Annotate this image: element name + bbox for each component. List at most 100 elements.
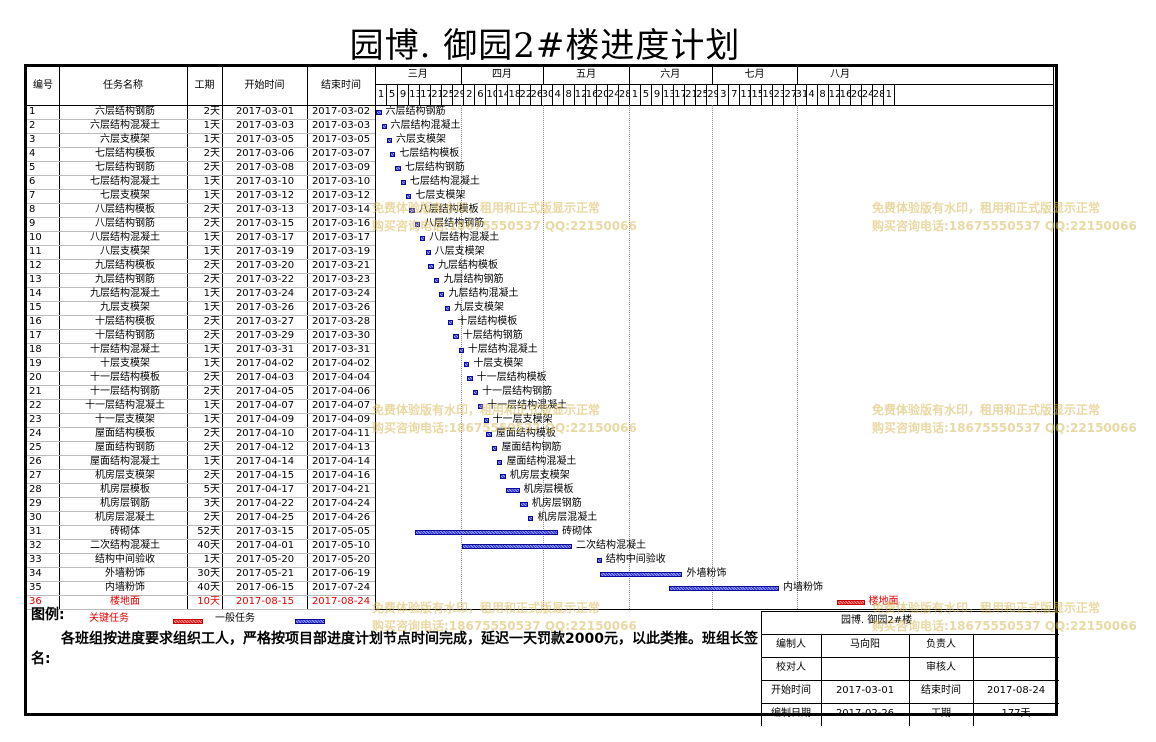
cell-end: 2017-03-16	[311, 218, 371, 229]
legend-label: 图例:	[31, 607, 65, 623]
cell-start: 2017-03-22	[235, 274, 295, 285]
row-divider	[27, 245, 375, 246]
cell-dur: 1天	[203, 190, 220, 201]
cell-end: 2017-03-21	[311, 260, 371, 271]
info-cell: 马向阳	[850, 639, 880, 650]
cell-end: 2017-03-30	[311, 330, 371, 341]
cell-start: 2017-04-07	[235, 400, 295, 411]
info-cell: 审核人	[926, 662, 956, 673]
cell-start: 2017-05-20	[235, 554, 295, 565]
cell-id: 8	[29, 204, 36, 215]
cell-start: 2017-04-10	[235, 428, 295, 439]
info-col-line	[821, 634, 822, 726]
day-label: 17	[420, 89, 431, 100]
task-bar-label: 十一层结构钢筋	[482, 386, 553, 397]
normal-legend-swatch	[295, 619, 325, 624]
task-bar-label: 楼地面	[868, 596, 899, 607]
info-title: 园博. 御园2#楼	[841, 615, 913, 626]
day-label: 20	[596, 89, 607, 100]
month-label: 四月	[491, 69, 512, 80]
month-gridline	[797, 105, 799, 609]
day-divider	[849, 84, 851, 105]
day-divider	[386, 84, 388, 105]
task-bar	[519, 502, 528, 507]
day-label: 28	[618, 89, 629, 100]
cell-id: 27	[29, 470, 42, 481]
day-divider	[728, 84, 730, 105]
day-divider	[452, 84, 454, 105]
month-divider-line	[797, 67, 799, 84]
cell-id: 26	[29, 456, 42, 467]
cell-start: 2017-04-09	[235, 414, 295, 425]
cell-name: 屋面结构钢筋	[95, 442, 155, 453]
task-bar-label: 十层支模架	[473, 358, 524, 369]
day-divider	[430, 84, 432, 105]
row-divider	[27, 217, 375, 218]
day-divider	[651, 84, 652, 105]
day-label: 4	[808, 89, 815, 100]
day-label: 24	[607, 89, 618, 100]
row-divider	[27, 357, 375, 358]
row-divider	[27, 497, 375, 498]
critical-legend-label: 关键任务	[89, 613, 129, 624]
task-bar-label: 十层结构模板	[457, 316, 518, 327]
task-bar-label: 二次结构混凝土	[575, 540, 646, 551]
cell-dur: 40天	[197, 540, 220, 551]
day-divider	[628, 84, 630, 105]
info-row-line	[761, 680, 1059, 681]
cell-name: 八层结构模板	[95, 204, 155, 215]
task-bar-label: 九层结构混凝土	[448, 288, 519, 299]
task-bar-label: 外墙粉饰	[686, 568, 727, 579]
task-bar-label: 七层结构模板	[399, 148, 460, 159]
cell-dur: 2天	[203, 274, 220, 285]
task-bar	[596, 558, 602, 563]
task-bar	[497, 460, 503, 465]
row-divider	[27, 231, 375, 232]
task-bar-label: 六层结构钢筋	[385, 106, 446, 117]
cell-name: 屋面结构混凝土	[90, 456, 160, 467]
cell-name: 屋面结构模板	[95, 428, 155, 439]
info-cell: 开始时间	[771, 685, 811, 696]
day-divider	[397, 84, 399, 105]
cell-end: 2017-03-07	[311, 148, 371, 159]
cell-start: 2017-04-01	[235, 540, 295, 551]
task-bar-label: 屋面结构模板	[495, 428, 556, 439]
day-label: 1	[885, 89, 893, 100]
cell-end: 2017-06-19	[311, 568, 371, 579]
task-bar-label: 八层结构钢筋	[424, 218, 485, 229]
cell-dur: 10天	[197, 596, 220, 607]
day-label: 13	[409, 89, 420, 100]
row-divider	[27, 511, 375, 512]
column-divider	[187, 67, 188, 609]
task-bar-label: 七层结构钢筋	[404, 162, 465, 173]
cell-name: 十层结构模板	[95, 316, 155, 327]
header-divider	[27, 105, 1053, 106]
cell-name: 机房层模板	[100, 484, 150, 495]
cell-start: 2017-03-15	[235, 218, 295, 229]
task-bar	[458, 348, 464, 353]
cell-name: 砖砌体	[110, 526, 140, 537]
task-bar-label: 机房层模板	[523, 484, 574, 495]
cell-id: 14	[29, 288, 42, 299]
cell-end: 2017-04-06	[311, 386, 371, 397]
task-bar	[420, 236, 426, 241]
row-divider	[27, 567, 375, 568]
day-divider	[882, 84, 884, 105]
cell-dur: 1天	[203, 358, 220, 369]
cell-start: 2017-03-17	[235, 232, 295, 243]
info-cell: 校对人	[776, 662, 806, 673]
day-label: 25	[696, 89, 707, 100]
day-label: 8	[565, 89, 572, 100]
cell-end: 2017-03-03	[311, 120, 371, 131]
row-divider	[27, 595, 375, 596]
info-cell: 编制人	[776, 639, 806, 650]
task-bar-label: 六层结构混凝土	[390, 120, 461, 131]
day-divider	[639, 84, 641, 105]
cell-dur: 2天	[203, 260, 220, 271]
task-bar	[433, 278, 440, 283]
cell-dur: 52天	[197, 526, 220, 537]
task-bar-label: 十一层支模架	[492, 414, 553, 425]
row-divider	[27, 441, 375, 442]
cell-name: 八层结构钢筋	[95, 218, 155, 229]
cell-id: 3	[29, 134, 36, 145]
